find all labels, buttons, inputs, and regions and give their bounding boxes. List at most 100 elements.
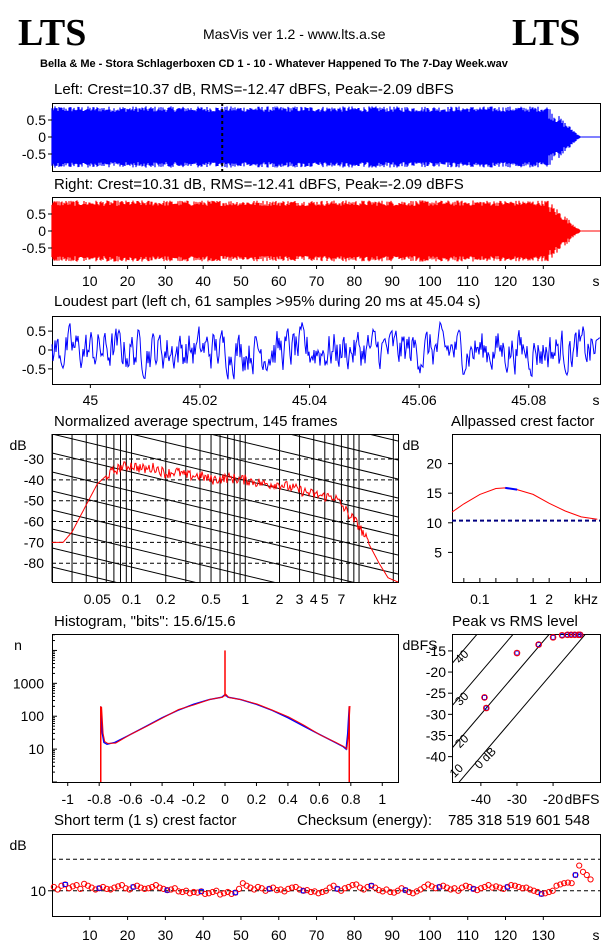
right-xtick-8: 90 <box>384 273 400 289</box>
histogram-xtick-4: -0.2 <box>181 791 205 807</box>
shortcrest-point-49 <box>235 885 243 892</box>
right-xtick-5: 60 <box>271 273 287 289</box>
shortcrest-point-28 <box>156 884 163 891</box>
shortcrest-xtick-11: 120 <box>494 927 518 943</box>
peakrms-ytick-5: -40 <box>426 749 446 765</box>
shortcrest-point-23 <box>137 884 144 891</box>
histogram-ytick-0: 1000 <box>13 675 44 691</box>
crest-ytick-2: 10 <box>426 515 442 531</box>
histogram-xtick-2: -0.6 <box>119 791 143 807</box>
shortcrest-point-131 <box>545 888 553 896</box>
peakrms-diagonal-label-0: 40 <box>452 647 472 667</box>
loudest-xtick-4: 45.08 <box>511 392 546 408</box>
peak-rms-title: Peak vs RMS level <box>452 613 578 630</box>
shortcrest-ytick-0: 10 <box>30 883 46 899</box>
shortcrest-point-117 <box>492 883 500 890</box>
shortcrest-point-24 <box>141 885 148 892</box>
peakrms-point-red-3 <box>535 641 542 648</box>
right-xtick-6: 70 <box>309 273 325 289</box>
shortcrest-point-57 <box>266 885 273 892</box>
crest-xtick-1: 1 <box>529 591 537 607</box>
shortcrest-point-5 <box>69 883 76 890</box>
spectrum-xtick-2: 0.2 <box>156 591 176 607</box>
crest-xtick-0: 0.1 <box>470 591 490 607</box>
histogram-xtick-8: 0.6 <box>310 791 330 807</box>
peakrms-point-blue-5 <box>559 632 565 638</box>
shortcrest-point-105 <box>447 886 454 893</box>
histogram-blue <box>100 693 350 751</box>
histogram-ylabel: n <box>14 637 22 653</box>
spectrum-xtick-7: 4 <box>310 591 318 607</box>
shortcrest-xtick-9: 100 <box>418 927 442 943</box>
histogram-xtick-1: -0.8 <box>87 791 111 807</box>
shortcrest-point-116 <box>489 884 496 891</box>
shortcrest-point-48 <box>232 889 239 896</box>
shortcrest-point-72 <box>322 887 330 894</box>
right-waveform-ytick-2: -0.5 <box>22 240 46 256</box>
shortcrest-point-43 <box>213 887 220 894</box>
shortcrest-point-132 <box>549 887 556 894</box>
shortcrest-point-141 <box>583 871 590 879</box>
crest-xtick-2: 2 <box>545 591 553 607</box>
spectrum-slope-line <box>52 528 275 582</box>
shortcrest-xtick-0: 10 <box>82 927 98 943</box>
short-term-crest-title: Short term (1 s) crest factor <box>54 812 237 829</box>
shortcrest-point-31 <box>167 886 175 893</box>
peakrms-point-blue-3 <box>536 642 542 648</box>
peakrms-point-blue-10 <box>577 632 583 638</box>
peakrms-ytick-2: -25 <box>426 685 446 701</box>
loudest-xtick-3: 45.06 <box>402 392 437 408</box>
shortcrest-point-137 <box>568 880 575 887</box>
shortcrest-point-11 <box>92 886 99 893</box>
shortcrest-point-42 <box>209 888 216 896</box>
right-waveform-ytick-0: 0.5 <box>27 206 47 222</box>
spectrum-slope-line <box>52 452 398 537</box>
spectrum-xtick-1: 0.1 <box>122 591 142 607</box>
shortcrest-point-126 <box>526 886 534 893</box>
shortcrest-point-142 <box>587 876 594 883</box>
shortcrest-point-135 <box>560 880 568 887</box>
spectrum-ylabel: dB <box>9 437 26 453</box>
shortcrest-point-83 <box>364 883 371 891</box>
shortcrest-frame <box>52 834 601 917</box>
spectrum-ytick-2: -50 <box>24 493 44 509</box>
shortcrest-point-138 <box>572 871 579 879</box>
peakrms-frame <box>452 634 601 783</box>
shortcrest-point-19 <box>122 885 129 892</box>
spectrum-slope-line <box>52 471 398 556</box>
shortcrest-point-blue-30 <box>164 887 170 893</box>
peakrms-diagonal-label-1: 30 <box>452 689 472 709</box>
shortcrest-point-25 <box>145 885 152 892</box>
right-waveform-signal <box>51 200 582 262</box>
histogram-xtick-6: 0.2 <box>247 791 267 807</box>
loudest-ytick-0: 0.5 <box>27 323 47 339</box>
checksum-label: Checksum (energy): <box>297 812 433 829</box>
crest-frame <box>452 434 601 583</box>
shortcrest-point-139 <box>576 862 583 869</box>
peakrms-xtick-0: -40 <box>471 791 491 807</box>
histogram-ytick-2: 10 <box>28 741 44 757</box>
shortcrest-xtick-10: 110 <box>457 927 480 943</box>
shortcrest-point-113 <box>477 885 485 892</box>
shortcrest-xtick-12: 130 <box>532 927 556 943</box>
shortcrest-point-16 <box>111 884 118 891</box>
peakrms-point-blue-0 <box>483 705 489 711</box>
peakrms-point-red-9 <box>575 631 582 639</box>
shortcrest-xtick-6: 70 <box>309 927 325 943</box>
shortcrest-point-50 <box>239 880 246 887</box>
shortcrest-point-63 <box>288 884 296 891</box>
app-title: MasVis ver 1.2 - www.lts.a.se <box>203 26 386 42</box>
peakrms-xtick-2: -20 <box>543 791 563 807</box>
shortcrest-xtick-3: 40 <box>195 927 211 943</box>
spectrum-title: Normalized average spectrum, 145 frames <box>54 413 338 430</box>
shortcrest-point-71 <box>319 888 326 896</box>
file-title: Bella & Me - Stora Schlagerboxen CD 1 - … <box>40 58 508 70</box>
shortcrest-xtick-2: 30 <box>158 927 174 943</box>
loudest-xunit: s <box>593 392 600 408</box>
shortcrest-point-21 <box>130 883 137 891</box>
shortcrest-point-107 <box>455 887 462 894</box>
spectrum-ytick-4: -70 <box>24 534 44 550</box>
shortcrest-point-blue-102 <box>436 884 442 890</box>
checksum-value: 785 318 519 601 548 <box>448 812 590 829</box>
